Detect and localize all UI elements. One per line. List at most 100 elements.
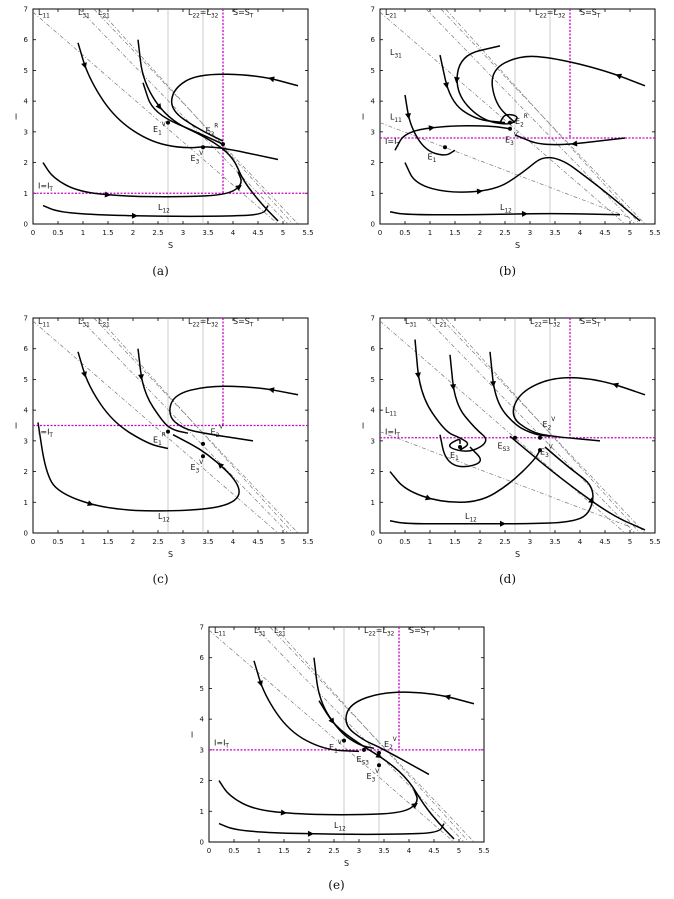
y-tick-label: 3: [200, 746, 204, 754]
trajectory-arrow: [104, 191, 111, 198]
x-tick-label: 0.5: [228, 847, 239, 855]
equilibrium-point: [362, 747, 366, 752]
x-tick-label: 5.5: [302, 229, 313, 237]
trajectory-arrow: [307, 830, 314, 837]
plot-area: [33, 318, 308, 533]
y-tick-label: 1: [24, 499, 28, 507]
curve-label-l11: L11​: [390, 113, 402, 124]
nullcline-line: [425, 9, 636, 224]
y-tick-label: 0: [200, 839, 204, 847]
curve-label-l12: L12​: [334, 821, 346, 832]
trajectory-arrow: [280, 809, 287, 816]
y-tick-label: 2: [371, 159, 375, 167]
curve-label-l22_l32: L22​=L32​: [364, 626, 395, 637]
trajectory-arrow: [328, 717, 335, 725]
y-tick-label: 5: [371, 376, 375, 384]
nullcline-line: [33, 320, 279, 533]
y-tick-label: 0: [24, 530, 28, 538]
trajectory-arrow: [588, 497, 595, 504]
y-tick-label: 7: [24, 315, 28, 323]
curve-label-e1v: E1​V​: [153, 122, 166, 136]
y-tick-label: 1: [371, 190, 375, 198]
x-tick-label: 3: [528, 229, 532, 237]
x-tick-label: 0: [378, 229, 382, 237]
nullcline-line: [98, 318, 294, 533]
trajectory: [489, 351, 551, 437]
trajectory: [77, 351, 169, 450]
chart-panel: 0 0.5 1 1.5 2 2.5 3 3.5 4 4.5 5 5.5 0 1 2 3 4 5 6 7 S I L31​ L2…: [362, 315, 661, 587]
trajectory: [137, 348, 189, 434]
x-tick-label: 3: [357, 847, 361, 855]
plot-area: [380, 9, 655, 224]
nullcline-line: [78, 9, 289, 224]
curve-label-e1: E1​: [450, 451, 459, 462]
curve-label-l21: L21​: [98, 8, 110, 19]
trajectory: [404, 156, 641, 222]
x-tick-label: 4.5: [252, 538, 263, 546]
x-tick-label: 4: [231, 538, 236, 546]
curve-label-s_st: S=ST​: [580, 317, 601, 328]
curve-label-e1: E1​: [428, 153, 437, 164]
y-tick-label: 2: [24, 468, 28, 476]
equilibrium-point: [221, 142, 225, 147]
trajectory: [414, 339, 469, 451]
trajectory-arrow: [131, 212, 138, 219]
y-tick-label: 3: [24, 437, 28, 445]
y-tick-label: 7: [24, 6, 28, 14]
curve-label-e2v: E2​V​: [543, 417, 556, 431]
curve-label-e3v: E3​V​: [367, 769, 380, 783]
equilibrium-point: [458, 445, 462, 449]
trajectory-arrow: [571, 140, 578, 147]
curve-label-i_it: I=IT​: [38, 182, 53, 193]
chart-panel: 0 0.5 1 1.5 2 2.5 3 3.5 4 4.5 5 5.5 0 1 2 3 4 5 6 7 S I L11​ L3…: [15, 315, 314, 587]
curve-label-l21: L21​: [98, 317, 110, 328]
curve-label-es3: ES3​: [357, 755, 370, 766]
trajectory-arrow: [268, 387, 275, 394]
nullcline-line: [445, 9, 641, 224]
plot-area: [380, 318, 655, 533]
equilibrium-point: [201, 454, 205, 459]
trajectory: [142, 82, 224, 145]
y-axis-label: I: [362, 113, 364, 122]
equilibrium-point: [377, 763, 381, 768]
nullcline-line: [209, 629, 455, 842]
y-tick-label: 3: [371, 437, 375, 445]
axes-frame: [32, 8, 309, 225]
nullcline-line: [98, 9, 294, 224]
curve-label-l22_l32: L22​=L32​: [535, 8, 566, 19]
trajectory: [318, 700, 455, 840]
x-tick-label: 4: [578, 229, 583, 237]
x-tick-label: 0.5: [52, 229, 63, 237]
trajectory-arrow: [138, 374, 144, 381]
x-tick-label: 5.5: [478, 847, 489, 855]
curve-label-e1v: E1​V​: [329, 740, 342, 754]
x-tick-label: 4: [578, 538, 583, 546]
curve-label-e2v: E2​V​: [211, 425, 224, 439]
equilibrium-point: [513, 435, 517, 440]
trajectory-arrow: [235, 184, 242, 191]
axes-frame: [379, 317, 656, 534]
trajectory: [491, 55, 646, 124]
axes-frame: [208, 626, 485, 843]
curve-label-e3v: E3​V​: [191, 151, 204, 165]
x-tick-label: 0.5: [399, 538, 410, 546]
x-tick-label: 0: [207, 847, 211, 855]
trajectory: [137, 39, 279, 222]
trajectory: [42, 204, 269, 218]
y-axis-label: I: [15, 422, 17, 431]
nullcline-line: [254, 627, 465, 842]
y-axis-label: I: [15, 113, 17, 122]
trajectory: [439, 54, 506, 124]
x-tick-label: 1.5: [102, 538, 113, 546]
x-tick-label: 3.5: [202, 229, 213, 237]
x-axis-label: S: [515, 241, 520, 250]
trajectory-arrow: [615, 73, 623, 80]
x-tick-label: 2: [307, 847, 311, 855]
x-tick-label: 1.5: [278, 847, 289, 855]
y-axis-label: I: [191, 731, 193, 740]
panel-caption: (c): [152, 572, 168, 586]
x-tick-label: 1: [428, 538, 432, 546]
y-tick-label: 3: [24, 128, 28, 136]
curve-label-s_st: S=ST​: [233, 8, 254, 19]
nullcline-line: [425, 318, 636, 533]
